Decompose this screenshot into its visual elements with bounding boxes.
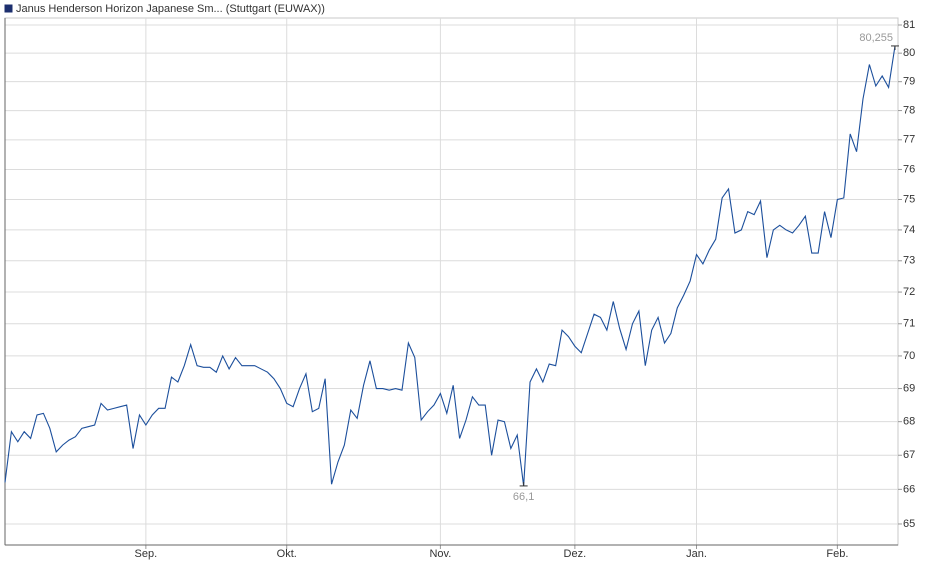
y-tick-label: 70 [903, 350, 915, 362]
plot-area [4, 17, 899, 546]
legend-label: Janus Henderson Horizon Japanese Sm... (… [16, 3, 325, 15]
y-tick-label: 65 [903, 518, 915, 530]
value-label: 66,1 [513, 491, 534, 503]
y-tick-label: 76 [903, 163, 915, 175]
x-tick-label: Feb. [826, 548, 848, 560]
y-tick-label: 72 [903, 286, 915, 298]
y-tick-label: 81 [903, 19, 915, 31]
price-line [4, 45, 896, 486]
y-tick-label: 77 [903, 134, 915, 146]
y-tick-label: 67 [903, 449, 915, 461]
y-tick-label: 73 [903, 255, 915, 267]
x-tick-label: Nov. [429, 548, 451, 560]
y-tick-label: 75 [903, 193, 915, 205]
y-tick-label: 78 [903, 104, 915, 116]
x-tick-label: Jan. [686, 548, 707, 560]
y-tick-label: 79 [903, 76, 915, 88]
x-tick-label: Sep. [135, 548, 158, 560]
y-tick-label: 66 [903, 483, 915, 495]
y-tick-label: 68 [903, 416, 915, 428]
value-label: 80,255 [859, 32, 893, 44]
x-tick-label: Okt. [277, 548, 297, 560]
x-tick-label: Dez. [564, 548, 587, 560]
y-tick-label: 71 [903, 318, 915, 330]
y-tick-label: 80 [903, 47, 915, 59]
y-tick-label: 69 [903, 382, 915, 394]
legend-swatch [4, 4, 13, 13]
y-tick-label: 74 [903, 224, 915, 236]
